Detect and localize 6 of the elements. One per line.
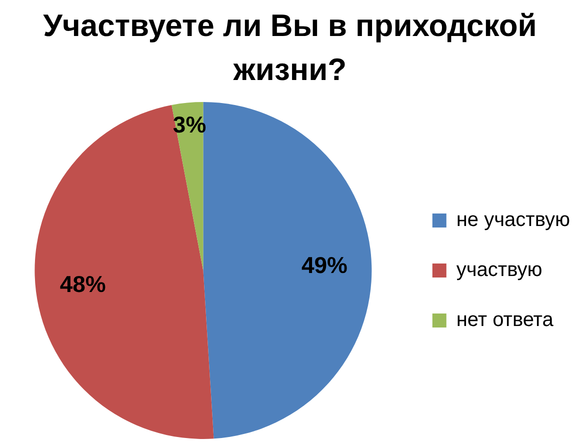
legend-label: нет ответа (456, 309, 554, 332)
data-label: 49% (301, 252, 348, 278)
legend-label: не участвую (456, 209, 570, 232)
data-label: 48% (60, 271, 106, 298)
legend-label: участвую (456, 259, 542, 282)
chart-title: Участвуете ли Вы в приходской жизни? (42, 7, 538, 89)
